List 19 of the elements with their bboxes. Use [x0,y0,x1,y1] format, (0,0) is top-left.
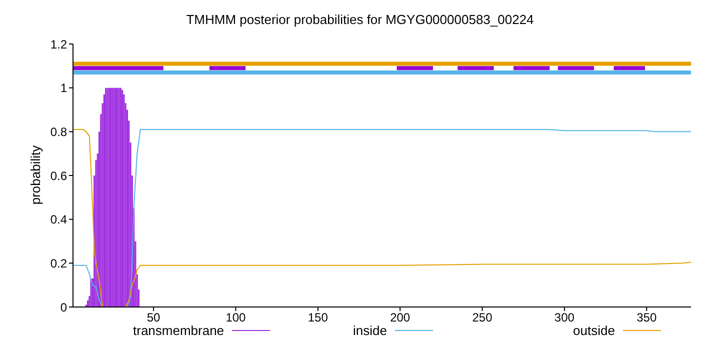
y-tick-label: 0 [60,300,68,314]
chart-title: TMHMM posterior probabilities for MGYG000000583_00224 [185,12,535,27]
y-tick-label: 0.4 [50,212,68,227]
y-tick-label: 0.6 [50,168,68,183]
legend-label: outside [573,322,615,338]
x-tick-label: 150 [308,310,328,325]
x-tick-label: 100 [226,310,246,325]
x-tick-label: 350 [636,310,657,325]
y-tick-label: 1 [60,81,68,96]
y-tick-label: 0.2 [50,256,68,270]
x-tick-label: 300 [554,310,575,325]
y-axis-title: probability [28,145,44,205]
y-tick-label: 1.2 [50,37,68,52]
x-tick-label: 50 [146,310,161,325]
legend-label: transmembrane [133,322,224,338]
x-tick-label: 250 [472,310,493,325]
legend-label: inside [353,322,387,338]
y-tick-label: 0.8 [50,124,68,139]
x-tick-label: 200 [390,310,410,325]
